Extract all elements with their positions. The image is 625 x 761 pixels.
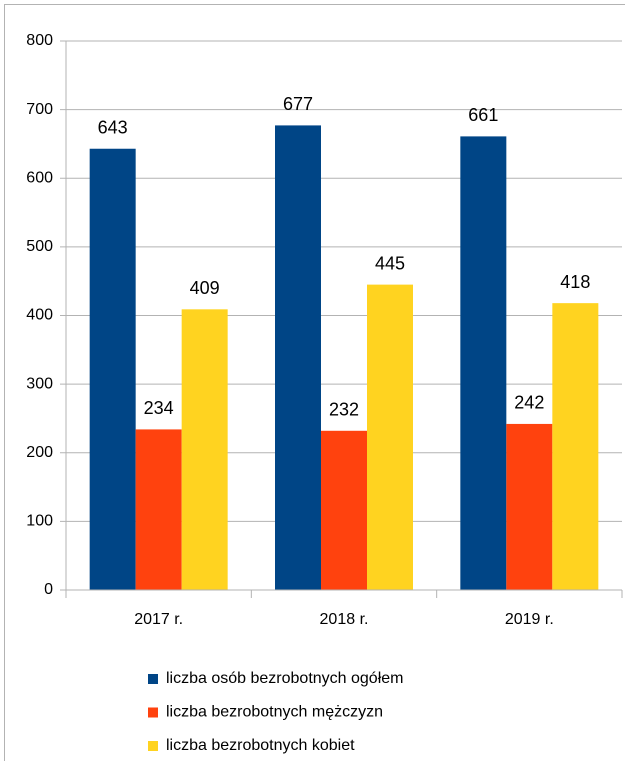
data-label: 232 <box>329 400 359 420</box>
x-tick-label: 2019 r. <box>505 611 554 628</box>
data-label: 418 <box>560 272 590 292</box>
bar <box>552 303 599 590</box>
bar <box>460 136 507 591</box>
bar <box>367 284 413 590</box>
data-label: 661 <box>468 105 498 125</box>
bar <box>135 429 182 590</box>
y-tick-label: 100 <box>26 513 53 530</box>
legend-label: liczba bezrobotnych mężczyzn <box>166 704 383 721</box>
legend-label: liczba osób bezrobotnych ogółem <box>166 670 403 687</box>
x-tick-label: 2018 r. <box>320 611 369 628</box>
bar <box>321 430 367 590</box>
y-tick-label: 300 <box>26 375 53 392</box>
y-tick-label: 0 <box>44 581 53 598</box>
chart-border <box>4 4 625 761</box>
y-tick-label: 500 <box>26 238 53 255</box>
legend-swatch <box>148 741 158 751</box>
data-label: 242 <box>514 393 544 413</box>
bar <box>506 423 553 590</box>
y-tick-label: 700 <box>26 101 53 118</box>
y-tick-label: 200 <box>26 444 53 461</box>
legend-label: liczba bezrobotnych kobiet <box>166 737 355 754</box>
bar <box>181 309 228 590</box>
data-label: 643 <box>98 117 128 137</box>
x-tick-label: 2017 r. <box>134 611 183 628</box>
y-tick-label: 600 <box>26 169 53 186</box>
y-tick-label: 400 <box>26 307 53 324</box>
bar <box>89 148 136 590</box>
y-tick-label: 800 <box>26 32 53 49</box>
data-label: 234 <box>144 398 174 418</box>
bar <box>275 125 321 590</box>
legend-swatch <box>148 674 158 684</box>
data-label: 677 <box>283 94 313 114</box>
legend-swatch <box>148 707 158 718</box>
data-label: 445 <box>375 253 405 273</box>
data-label: 409 <box>190 278 220 298</box>
